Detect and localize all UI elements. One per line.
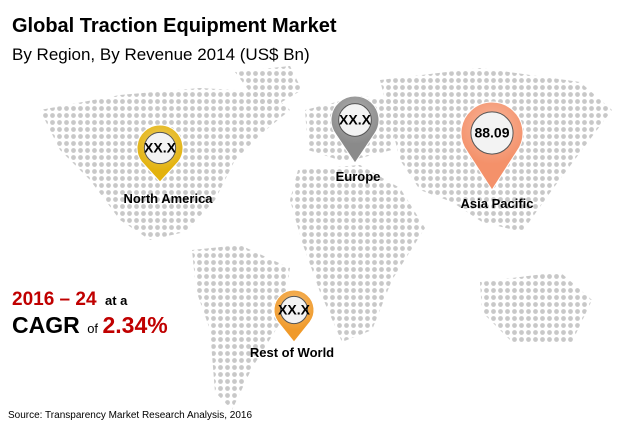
source: Source: Transparency Market Research Ana… [8,410,252,421]
region-label: Asia Pacific [461,196,534,211]
cagr-text-2: CAGR of 2.34% [12,312,168,338]
cagr-text: 2016 – 24 at a [12,289,128,310]
cagr-label: CAGR [12,312,80,338]
pin-face [279,295,309,325]
cagr-at: at a [105,293,128,308]
cagr-period: 2016 – 24 [12,289,97,310]
pins: XX.X North America XX.X Europe 88.09 Asia Pac… [123,95,534,360]
pin-face [143,131,177,165]
pin-value: XX.X [339,112,372,128]
title: Global Traction Equipment Market [12,15,337,37]
cagr-of: of [87,321,98,336]
subtitle: By Region, By Revenue 2014 (US$ Bn) [12,45,310,64]
region-label: North America [123,191,213,206]
cagr-rate: 2.34% [102,312,167,338]
region-label: Europe [336,169,381,184]
pin-value: XX.X [278,302,311,318]
pin-face [338,103,372,137]
pin-face [470,111,514,155]
region-label: Rest of World [250,345,334,360]
pin-value: XX.X [144,140,177,156]
pin-value: 88.09 [474,125,509,141]
